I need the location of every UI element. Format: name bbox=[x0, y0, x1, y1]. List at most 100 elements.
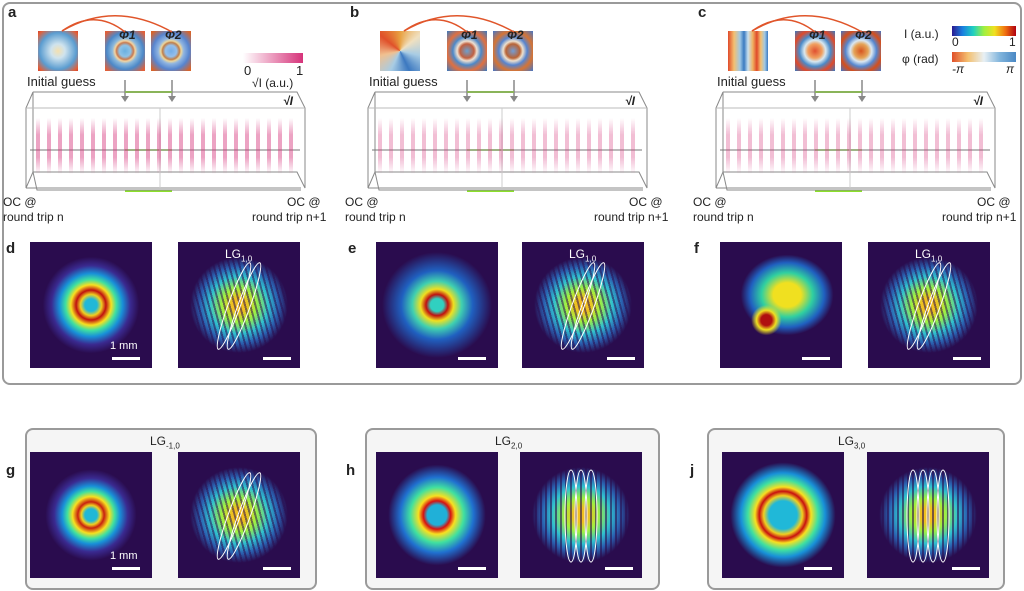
fringe-stripes bbox=[178, 242, 300, 368]
beam-intensity-image bbox=[376, 242, 498, 368]
scale-bar-label: 1 mm bbox=[110, 340, 138, 352]
scale-bar bbox=[458, 567, 486, 570]
phase-image-1 bbox=[795, 31, 835, 71]
oc-right-label-2: round trip n+1 bbox=[942, 210, 1017, 224]
oc-left-label-1: OC @ bbox=[345, 195, 379, 209]
mode-name: LG bbox=[915, 247, 932, 261]
oc-left-label-1: OC @ bbox=[693, 195, 727, 209]
phase-colorbar-label: φ (rad) bbox=[902, 52, 939, 66]
phase-2-label: Φ2 bbox=[165, 28, 182, 42]
mode-name: LG bbox=[225, 247, 242, 261]
panel-label-j: j bbox=[690, 462, 695, 479]
feedback-arrows-and-cavity-box bbox=[715, 15, 996, 192]
mode-label: LG-1,0 bbox=[150, 434, 180, 450]
phase-image-2 bbox=[151, 31, 191, 71]
mode-label: LG1,0 bbox=[915, 247, 942, 263]
intensity-colorbar-label: I (a.u.) bbox=[904, 27, 939, 41]
fringe-stripes bbox=[867, 452, 989, 578]
initial-guess-label: Initial guess bbox=[369, 74, 438, 89]
panel-label-b: b bbox=[350, 4, 360, 21]
scale-bar-label: 1 mm bbox=[110, 550, 138, 562]
phase-image-2 bbox=[493, 31, 533, 71]
scale-bar bbox=[804, 567, 832, 570]
oc-left-label-1: OC @ bbox=[3, 195, 37, 209]
feedback-arrows-and-cavity-box bbox=[367, 15, 648, 192]
initial-guess-label: Initial guess bbox=[717, 74, 786, 89]
box-sqrt-i-label: √I bbox=[625, 94, 635, 108]
sqrt-i-max: 1 bbox=[296, 63, 304, 78]
oc-right-label-2: round trip n+1 bbox=[252, 210, 327, 224]
sqrt-i-colorbar bbox=[243, 53, 303, 63]
panel-label-a: a bbox=[8, 4, 17, 21]
mode-name: LG bbox=[495, 434, 512, 448]
fit-ellipse-overlay bbox=[564, 469, 598, 563]
fit-ellipse-overlay bbox=[216, 472, 262, 560]
initial-guess-phase-image bbox=[728, 31, 768, 71]
phase-1-label: Φ1 bbox=[461, 28, 478, 42]
panel-label-f: f bbox=[694, 240, 699, 257]
fit-ellipse-overlay bbox=[216, 262, 262, 350]
intensity-max: 1 bbox=[1009, 35, 1016, 49]
oc-right-label-1: OC @ bbox=[287, 195, 321, 209]
oc-left-label-2: round trip n bbox=[693, 210, 754, 224]
oc-right-label-2: round trip n+1 bbox=[594, 210, 669, 224]
scale-bar bbox=[112, 357, 140, 360]
intensity-min: 0 bbox=[952, 35, 959, 49]
oc-left-label-2: round trip n bbox=[345, 210, 406, 224]
sqrt-i-min: 0 bbox=[244, 63, 252, 78]
intensity-pattern bbox=[726, 118, 988, 174]
mode-index: 2,0 bbox=[511, 441, 523, 451]
beam-intensity-image bbox=[720, 242, 842, 368]
beam-intensity-image bbox=[376, 452, 498, 578]
interference-image bbox=[178, 452, 300, 578]
initial-guess-phase-image bbox=[380, 31, 420, 71]
phase-image-1 bbox=[105, 31, 145, 71]
panel-label-g: g bbox=[6, 462, 16, 479]
mode-name: LG bbox=[150, 434, 167, 448]
interference-image bbox=[520, 452, 642, 578]
panel-label-d: d bbox=[6, 240, 16, 257]
scale-bar bbox=[607, 357, 635, 360]
mode-label: LG1,0 bbox=[225, 247, 252, 263]
fringe-stripes bbox=[178, 452, 300, 578]
sqrt-i-label: √I (a.u.) bbox=[252, 76, 294, 90]
oc-right-label-1: OC @ bbox=[629, 195, 663, 209]
interference-image bbox=[522, 242, 644, 368]
scale-bar bbox=[953, 357, 981, 360]
feedback-arrows-and-cavity-box bbox=[25, 15, 306, 192]
scale-bar bbox=[605, 567, 633, 570]
top-figure-frame bbox=[2, 2, 1022, 385]
initial-guess-label: Initial guess bbox=[27, 74, 96, 89]
scale-bar bbox=[802, 357, 830, 360]
panel-label-e: e bbox=[348, 240, 357, 257]
phase-2-label: Φ2 bbox=[507, 28, 524, 42]
mode-label: LG1,0 bbox=[569, 247, 596, 263]
interference-image bbox=[867, 452, 989, 578]
phase-image-2 bbox=[841, 31, 881, 71]
interference-image bbox=[178, 242, 300, 368]
scale-bar bbox=[952, 567, 980, 570]
fringe-stripes bbox=[868, 242, 990, 368]
phase-1-label: Φ1 bbox=[119, 28, 136, 42]
intensity-pattern bbox=[378, 118, 640, 174]
fit-ellipse-overlay bbox=[906, 469, 950, 563]
box-sqrt-i-label: √I bbox=[283, 94, 293, 108]
fringe-stripes bbox=[522, 242, 644, 368]
panel-label-c: c bbox=[698, 4, 707, 21]
intensity-pattern bbox=[36, 118, 298, 174]
mode-name: LG bbox=[838, 434, 855, 448]
scale-bar bbox=[112, 567, 140, 570]
mode-index: -1,0 bbox=[166, 441, 180, 451]
fringe-stripes bbox=[520, 452, 642, 578]
oc-left-label-2: round trip n bbox=[3, 210, 64, 224]
interference-image bbox=[868, 242, 990, 368]
mode-index: 1,0 bbox=[931, 254, 943, 264]
scale-bar bbox=[458, 357, 486, 360]
phase-2-label: Φ2 bbox=[855, 28, 872, 42]
mode-index: 1,0 bbox=[585, 254, 597, 264]
scale-bar bbox=[263, 567, 291, 570]
mode-index: 1,0 bbox=[241, 254, 253, 264]
beam-intensity-image bbox=[722, 452, 844, 578]
fit-ellipse-overlay bbox=[906, 262, 952, 350]
initial-guess-phase-image bbox=[38, 31, 78, 71]
